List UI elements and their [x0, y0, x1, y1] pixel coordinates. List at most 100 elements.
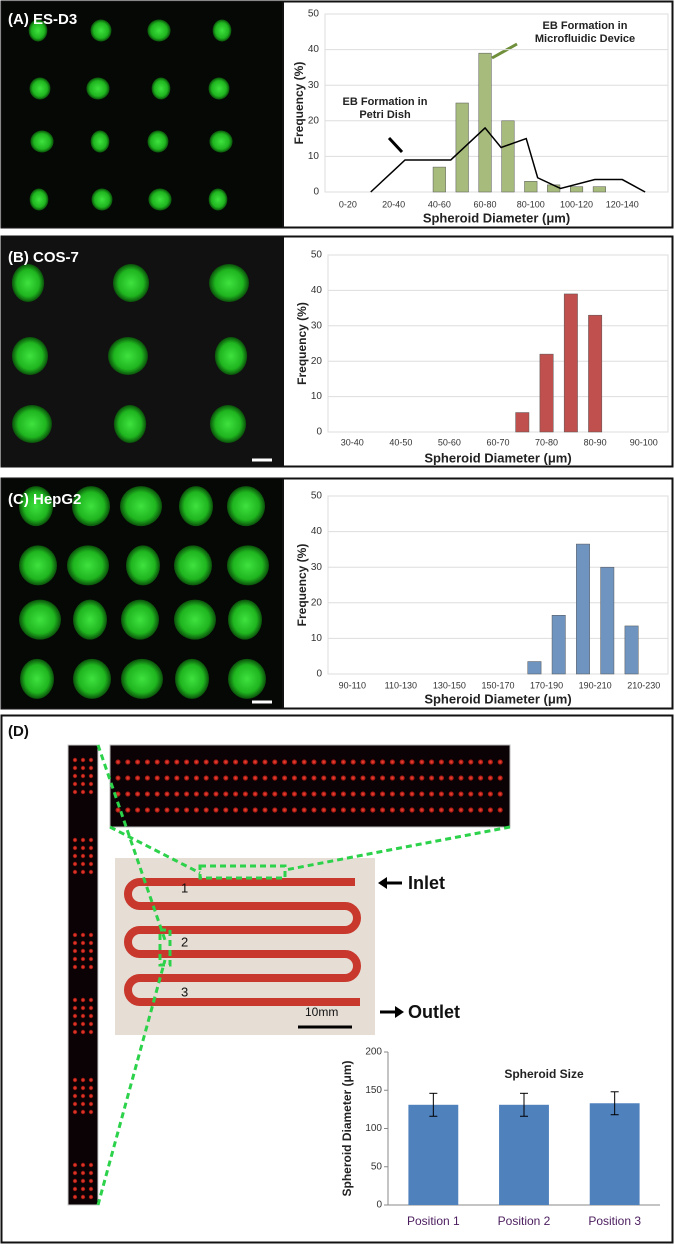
dot — [291, 807, 297, 813]
dot — [88, 1170, 94, 1176]
y-tick-label: 30 — [311, 562, 323, 573]
channel-strip — [67, 744, 99, 1206]
annotation-arrow — [387, 136, 404, 154]
y-tick-label: 20 — [311, 356, 323, 367]
dot — [233, 791, 239, 797]
dot — [301, 791, 307, 797]
y-tick-label: 40 — [308, 44, 320, 55]
dot — [203, 775, 209, 781]
dot — [88, 1194, 94, 1200]
outlet-label: Outlet — [408, 1002, 460, 1022]
dot — [242, 807, 248, 813]
dot — [72, 1029, 78, 1035]
spheroid-images — [11, 19, 269, 699]
y-tick-label: 50 — [311, 491, 323, 502]
y-tick-label: 0 — [376, 1200, 382, 1211]
bar — [455, 102, 469, 193]
dot — [72, 940, 78, 946]
dot — [272, 807, 278, 813]
error-bar — [610, 1091, 619, 1116]
x-tick-label: 60-80 — [474, 199, 497, 209]
dot — [478, 775, 484, 781]
dot — [223, 775, 229, 781]
dot — [301, 807, 307, 813]
dot — [193, 775, 199, 781]
zoom-line — [284, 825, 511, 872]
dot — [80, 869, 86, 875]
y-tick-label: 200 — [365, 1047, 382, 1058]
dot — [174, 775, 180, 781]
dot — [80, 948, 86, 954]
dot — [88, 837, 94, 843]
dot — [262, 759, 268, 765]
dot — [88, 1093, 94, 1099]
dot — [409, 807, 415, 813]
chart-title: Spheroid Size — [504, 1067, 584, 1081]
dot — [72, 997, 78, 1003]
dot — [72, 1101, 78, 1107]
dot — [88, 1109, 94, 1115]
dot — [72, 1194, 78, 1200]
x-tick-label: 70-80 — [535, 437, 558, 447]
spheroid — [120, 486, 162, 527]
dot — [350, 775, 356, 781]
dot — [419, 759, 425, 765]
y-tick-label: 50 — [308, 9, 320, 20]
dot — [88, 789, 94, 795]
dot — [80, 997, 86, 1003]
dot — [174, 759, 180, 765]
dot — [88, 1029, 94, 1035]
dot — [203, 807, 209, 813]
dot — [213, 791, 219, 797]
x-axis-label: Spheroid Diameter (μm) — [424, 691, 571, 706]
y-tick-label: 20 — [308, 115, 320, 126]
spheroid — [147, 19, 171, 42]
y-tick-label: 150 — [365, 1085, 382, 1096]
dot — [80, 1005, 86, 1011]
dot — [88, 997, 94, 1003]
dot — [389, 775, 395, 781]
scale-label: 10mm — [305, 1005, 338, 1019]
dot — [370, 759, 376, 765]
zoom-box — [158, 928, 172, 967]
bar — [432, 166, 446, 193]
y-tick-label: 0 — [316, 427, 322, 438]
dot — [72, 861, 78, 867]
bar — [501, 120, 515, 193]
dot — [438, 807, 444, 813]
dot — [331, 807, 337, 813]
spheroid — [72, 486, 110, 527]
dot — [154, 775, 160, 781]
arrow-head — [378, 877, 387, 889]
dot — [80, 1186, 86, 1192]
x-tick-label: 170-190 — [530, 680, 563, 690]
dot — [321, 807, 327, 813]
x-tick-label: 100-120 — [560, 199, 593, 209]
spheroid — [148, 188, 172, 211]
y-tick-label: 0 — [313, 187, 319, 198]
inlet-label: Inlet — [408, 873, 445, 893]
dot — [80, 757, 86, 763]
dot — [193, 791, 199, 797]
spheroid — [214, 337, 248, 375]
bar — [569, 186, 584, 193]
dot — [72, 1162, 78, 1168]
dot — [282, 791, 288, 797]
dot — [164, 807, 170, 813]
dot — [115, 759, 121, 765]
panel-frame — [0, 714, 674, 1244]
x-tick-label: 120-140 — [606, 199, 639, 209]
dot — [242, 775, 248, 781]
dot — [193, 807, 199, 813]
dot — [370, 775, 376, 781]
dot — [88, 773, 94, 779]
spheroid — [19, 545, 57, 586]
dot — [419, 791, 425, 797]
dot — [321, 791, 327, 797]
dot — [154, 759, 160, 765]
dot — [487, 775, 493, 781]
y-axis-label: Frequency (%) — [295, 544, 309, 627]
dot — [80, 1085, 86, 1091]
dot — [340, 759, 346, 765]
panel-label: (B) COS-7 — [8, 249, 79, 266]
